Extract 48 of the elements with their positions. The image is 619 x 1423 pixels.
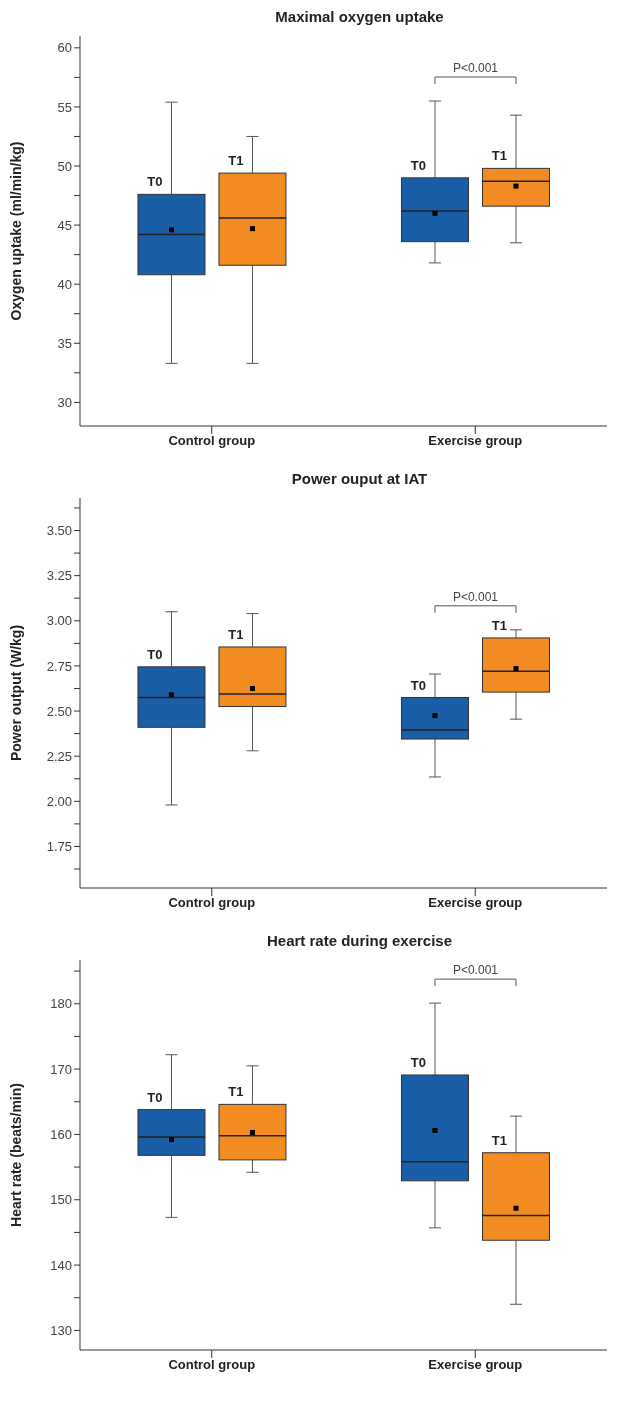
- y-tick-label: 180: [50, 996, 72, 1012]
- x-tick-label: Exercise group: [428, 433, 523, 449]
- y-tick-label: 2.00: [46, 793, 72, 809]
- y-tick-label: 50: [57, 158, 72, 174]
- y-axis-title: Heart rate (beats/min): [7, 1083, 24, 1227]
- y-tick-label: 1.75: [46, 839, 72, 855]
- y-tick-label: 2.25: [46, 748, 72, 764]
- y-tick-label: 3.25: [46, 568, 72, 584]
- y-axis-title: Oxygen uptake (ml/min/kg): [7, 141, 24, 321]
- y-tick-label: 140: [50, 1257, 72, 1273]
- series-label: T0: [147, 174, 163, 190]
- text: T0: [410, 157, 426, 173]
- y-tick-label: 2.75: [46, 658, 72, 674]
- annotation: P<0.001: [452, 963, 499, 978]
- series-label: T1: [228, 153, 244, 169]
- x-tick-label: Control group: [168, 433, 256, 449]
- y-tick-label: 35: [57, 335, 72, 351]
- y-tick-label: 150: [50, 1192, 72, 1208]
- text: T1: [491, 1132, 507, 1148]
- y-tick-label: 3.50: [46, 523, 72, 539]
- x-tick-label: Exercise group: [428, 1357, 523, 1373]
- y-tick-label: 30: [57, 394, 72, 410]
- series-label: T0: [147, 646, 163, 662]
- y-tick-label: 55: [57, 99, 72, 115]
- annotation: P<0.001: [452, 589, 499, 604]
- y-tick-label: 160: [50, 1127, 72, 1143]
- chart-title: Maximal oxygen uptake: [274, 8, 445, 27]
- y-tick-label: 3.00: [46, 613, 72, 629]
- chart-title: Power ouput at IAT: [290, 470, 429, 489]
- x-tick-label: Control group: [168, 895, 256, 911]
- y-tick-label: 130: [50, 1323, 72, 1339]
- x-tick-label: Exercise group: [428, 895, 523, 911]
- y-tick-label: 170: [50, 1061, 72, 1077]
- annotation: P<0.001: [452, 61, 499, 75]
- y-axis-title: Power output (W/kg): [7, 624, 24, 762]
- series-label: T0: [147, 1089, 163, 1105]
- text: T0: [410, 677, 426, 693]
- y-tick-label: 60: [57, 40, 72, 56]
- series-label: T1: [228, 1084, 244, 1100]
- y-tick-label: 45: [57, 217, 72, 233]
- y-tick-label: 2.50: [46, 703, 72, 719]
- text: T1: [491, 617, 507, 633]
- text: T0: [410, 1054, 426, 1070]
- x-tick-label: Control group: [168, 1357, 256, 1373]
- text: T1: [491, 148, 507, 164]
- chart-title: Heart rate during exercise: [265, 932, 454, 951]
- series-label: T1: [228, 626, 244, 642]
- y-tick-label: 40: [57, 276, 72, 292]
